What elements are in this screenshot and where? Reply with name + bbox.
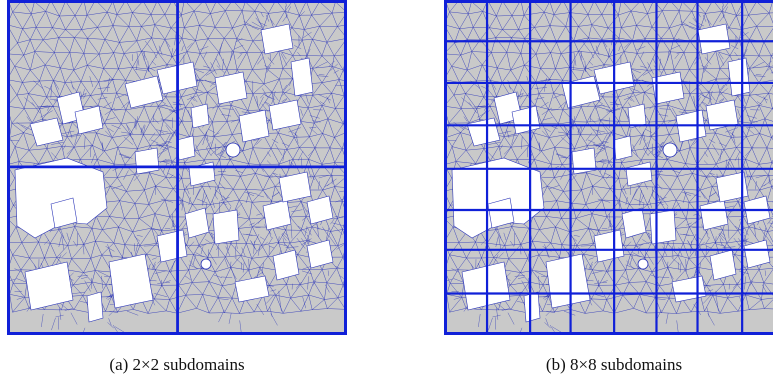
building-obstacle [571, 147, 597, 175]
building-obstacle [29, 117, 64, 147]
building-obstacle [487, 197, 515, 229]
building-obstacle [50, 197, 78, 229]
panel-8x8-subdomains [444, 0, 773, 335]
building-obstacle [260, 23, 294, 55]
circular-obstacle [662, 142, 678, 158]
building-obstacle [184, 207, 210, 239]
building-obstacle [743, 239, 771, 269]
building-obstacle [176, 135, 196, 161]
building-obstacle [545, 253, 591, 309]
building-obstacle [74, 105, 104, 135]
subdomain-boundaries [7, 0, 347, 335]
building-obstacle [715, 171, 749, 203]
building-obstacle [306, 195, 334, 225]
building-obstacle [451, 157, 545, 239]
building-obstacle [306, 239, 334, 269]
circular-obstacle [225, 142, 241, 158]
building-obstacle [290, 57, 314, 97]
building-obstacle [278, 171, 312, 203]
building-obstacle [511, 105, 541, 135]
building-obstacle [134, 147, 160, 175]
subdomain-boundaries [444, 0, 773, 335]
building-obstacle [649, 209, 677, 245]
building-obstacle [262, 199, 292, 231]
building-obstacle [24, 261, 74, 311]
building-obstacle [214, 71, 248, 105]
building-obstacle [108, 253, 154, 309]
building-obstacle [14, 157, 108, 239]
panel-2x2-subdomains [7, 0, 347, 335]
building-obstacle [627, 103, 647, 129]
caption-8x8: (b) 8×8 subdomains [545, 355, 683, 374]
building-obstacle [709, 249, 737, 281]
building-obstacle [705, 99, 739, 131]
building-obstacle [156, 229, 188, 263]
mesh-figure-8x8 [444, 0, 773, 335]
building-obstacle [234, 275, 270, 303]
building-obstacle [268, 99, 302, 131]
building-obstacle [272, 249, 300, 281]
building-obstacle [697, 23, 731, 55]
building-obstacle [613, 135, 633, 161]
building-obstacle [651, 71, 685, 105]
circular-obstacle [637, 258, 649, 270]
building-obstacle [523, 291, 541, 323]
building-obstacle [727, 57, 751, 97]
building-obstacle [124, 75, 164, 109]
caption-2x2: (a) 2×2 subdomains [109, 355, 245, 374]
mesh-figure-2x2 [7, 0, 347, 335]
domain-frame [444, 0, 773, 335]
circular-obstacle [200, 258, 212, 270]
building-obstacle [212, 209, 240, 245]
building-obstacle [238, 109, 270, 143]
building-obstacle [699, 199, 729, 231]
building-obstacle [86, 291, 104, 323]
building-obstacle [190, 103, 210, 129]
domain-frame [7, 0, 347, 335]
building-obstacle [593, 229, 625, 263]
